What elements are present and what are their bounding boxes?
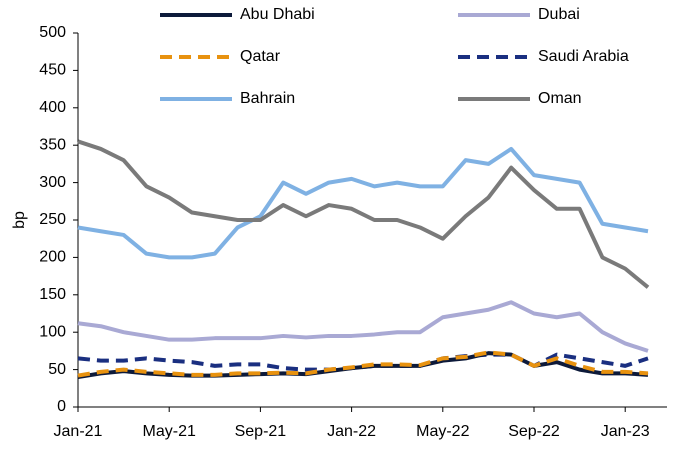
y-axis-label: bp: [11, 211, 28, 229]
series-line: [77, 350, 649, 378]
y-tick-label: 500: [39, 24, 66, 41]
y-tick-label: 250: [39, 211, 66, 228]
legend-label: Qatar: [240, 48, 281, 65]
y-tick-label: 100: [39, 323, 66, 340]
legend-bg: [156, 45, 306, 69]
y-tick-label: 450: [39, 62, 66, 79]
series-line: [77, 139, 650, 289]
y-tick-label: 200: [39, 249, 66, 266]
y-tick-label: 0: [57, 398, 66, 415]
legend-label: Dubai: [538, 6, 580, 23]
legend-label: Abu Dhabi: [240, 6, 315, 23]
x-tick-label: May-22: [416, 423, 469, 440]
x-tick-label: Jan-23: [601, 423, 650, 440]
x-tick-label: Jan-21: [54, 423, 103, 440]
y-tick-label: 150: [39, 286, 66, 303]
x-tick-label: May-21: [143, 423, 196, 440]
series-line: [77, 300, 649, 353]
x-tick-label: Sep-22: [508, 423, 560, 440]
series-line: [77, 146, 649, 260]
legend-label: Oman: [538, 90, 582, 107]
y-tick-label: 400: [39, 99, 66, 116]
legend-label: Bahrain: [240, 90, 295, 107]
legend-label: Saudi Arabia: [538, 48, 629, 65]
x-tick-label: Jan-22: [327, 423, 376, 440]
y-tick-label: 50: [48, 361, 66, 378]
y-tick-label: 350: [39, 136, 66, 153]
x-tick-label: Sep-21: [235, 423, 287, 440]
y-tick-label: 300: [39, 174, 66, 191]
